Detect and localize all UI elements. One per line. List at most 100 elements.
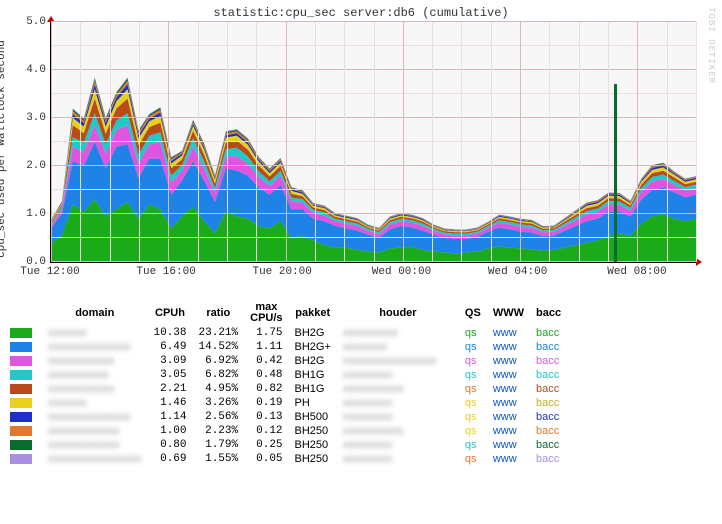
table-row: xxxxxxxxxxxxx0.801.79%0.25BH250xxxxxxxxx… [4,438,567,452]
qs-link[interactable]: qs [459,452,487,466]
domain-cell: xxxxxxx [42,326,148,340]
pakket-cell: BH2G+ [289,340,337,354]
qs-link[interactable]: qs [459,410,487,424]
table-header-row: domainCPUhratiomaxCPU/spakkethouderQSWWW… [4,300,567,326]
cpuh-cell: 2.21 [148,382,193,396]
houder-cell: xxxxxxxxxxxxxxxxx [337,354,459,368]
www-link[interactable]: www [487,354,530,368]
bacc-link[interactable]: bacc [530,438,567,452]
www-link[interactable]: www [487,368,530,382]
www-link[interactable]: www [487,410,530,424]
table-body: xxxxxxx10.3823.21%1.75BH2Gxxxxxxxxxxqsww… [4,326,567,466]
legend-swatch [10,398,32,408]
domain-cell: xxxxxxxxxxxxx [42,438,148,452]
domain-cell: xxxxxxxxxxxxxxx [42,410,148,424]
pakket-cell: BH2G [289,326,337,340]
max-cell: 0.82 [244,382,288,396]
bacc-link[interactable]: bacc [530,340,567,354]
pakket-cell: BH250 [289,438,337,452]
bacc-link[interactable]: bacc [530,368,567,382]
ratio-cell: 2.56% [193,410,245,424]
cpuh-cell: 1.14 [148,410,193,424]
domain-cell: xxxxxxxxxxxxxxxxx [42,452,148,466]
houder-cell: xxxxxxxxxx [337,326,459,340]
pakket-cell: BH1G [289,382,337,396]
bacc-link[interactable]: bacc [530,452,567,466]
chart-title: statistic:cpu_sec server:db6 (cumulative… [4,6,718,20]
cpuh-cell: 0.80 [148,438,193,452]
qs-link[interactable]: qs [459,368,487,382]
domain-cell: xxxxxxxxxxxx [42,382,148,396]
pakket-cell: PH [289,396,337,410]
pakket-cell: BH250 [289,424,337,438]
y-tick-label: 5.0 [18,16,46,28]
legend-swatch [10,412,32,422]
ratio-cell: 23.21% [193,326,245,340]
www-link[interactable]: www [487,424,530,438]
cpuh-cell: 0.69 [148,452,193,466]
houder-cell: xxxxxxxxx [337,396,459,410]
houder-cell: xxxxxxxxx [337,452,459,466]
y-tick-label: 3.0 [18,112,46,124]
www-link[interactable]: www [487,340,530,354]
qs-link[interactable]: qs [459,382,487,396]
pakket-cell: BH2G [289,354,337,368]
www-link[interactable]: www [487,396,530,410]
table-row: xxxxxxx10.3823.21%1.75BH2Gxxxxxxxxxxqsww… [4,326,567,340]
pakket-cell: BH500 [289,410,337,424]
qs-link[interactable]: qs [459,424,487,438]
www-link[interactable]: www [487,326,530,340]
houder-cell: xxxxxxxxx [337,410,459,424]
www-link[interactable]: www [487,452,530,466]
houder-cell: xxxxxxxxx [337,368,459,382]
ratio-cell: 6.82% [193,368,245,382]
x-tick-label: Wed 00:00 [372,266,431,278]
qs-link[interactable]: qs [459,354,487,368]
legend-swatch [10,384,32,394]
legend-swatch [10,426,32,436]
max-cell: 0.25 [244,438,288,452]
legend-swatch [10,454,32,464]
plot-area [50,22,696,263]
bacc-link[interactable]: bacc [530,410,567,424]
domain-cell: xxxxxxxxxxx [42,368,148,382]
table-row: xxxxxxx1.463.26%0.19PHxxxxxxxxxqswwwbacc [4,396,567,410]
qs-link[interactable]: qs [459,340,487,354]
cpuh-cell: 1.46 [148,396,193,410]
qs-link[interactable]: qs [459,396,487,410]
legend-swatch [10,356,32,366]
domain-cell: xxxxxxxxxxxxxxx [42,340,148,354]
legend-swatch [10,370,32,380]
houder-cell: xxxxxxxxxxx [337,382,459,396]
table-row: xxxxxxxxxxxxxxxxx0.691.55%0.05BH250xxxxx… [4,452,567,466]
y-tick-label: 2.0 [18,160,46,172]
www-link[interactable]: www [487,438,530,452]
www-link[interactable]: www [487,382,530,396]
y-axis-label: cpu_sec used per wallclock second [0,40,8,258]
max-cell: 0.05 [244,452,288,466]
max-cell: 1.75 [244,326,288,340]
y-tick-label: 4.0 [18,64,46,76]
max-cell: 0.48 [244,368,288,382]
bacc-link[interactable]: bacc [530,354,567,368]
pakket-cell: BH1G [289,368,337,382]
ratio-cell: 4.95% [193,382,245,396]
cpuh-cell: 3.05 [148,368,193,382]
legend-swatch [10,328,32,338]
qs-link[interactable]: qs [459,438,487,452]
bacc-link[interactable]: bacc [530,326,567,340]
bacc-link[interactable]: bacc [530,396,567,410]
spike-marker [614,84,617,262]
legend-swatch [10,342,32,352]
cpuh-cell: 1.00 [148,424,193,438]
domain-cell: xxxxxxx [42,396,148,410]
bacc-link[interactable]: bacc [530,382,567,396]
ratio-cell: 14.52% [193,340,245,354]
max-cell: 0.13 [244,410,288,424]
y-tick-label: 1.0 [18,208,46,220]
max-cell: 0.19 [244,396,288,410]
x-tick-label: Tue 12:00 [20,266,79,278]
bacc-link[interactable]: bacc [530,424,567,438]
qs-link[interactable]: qs [459,326,487,340]
x-tick-label: Tue 20:00 [252,266,311,278]
